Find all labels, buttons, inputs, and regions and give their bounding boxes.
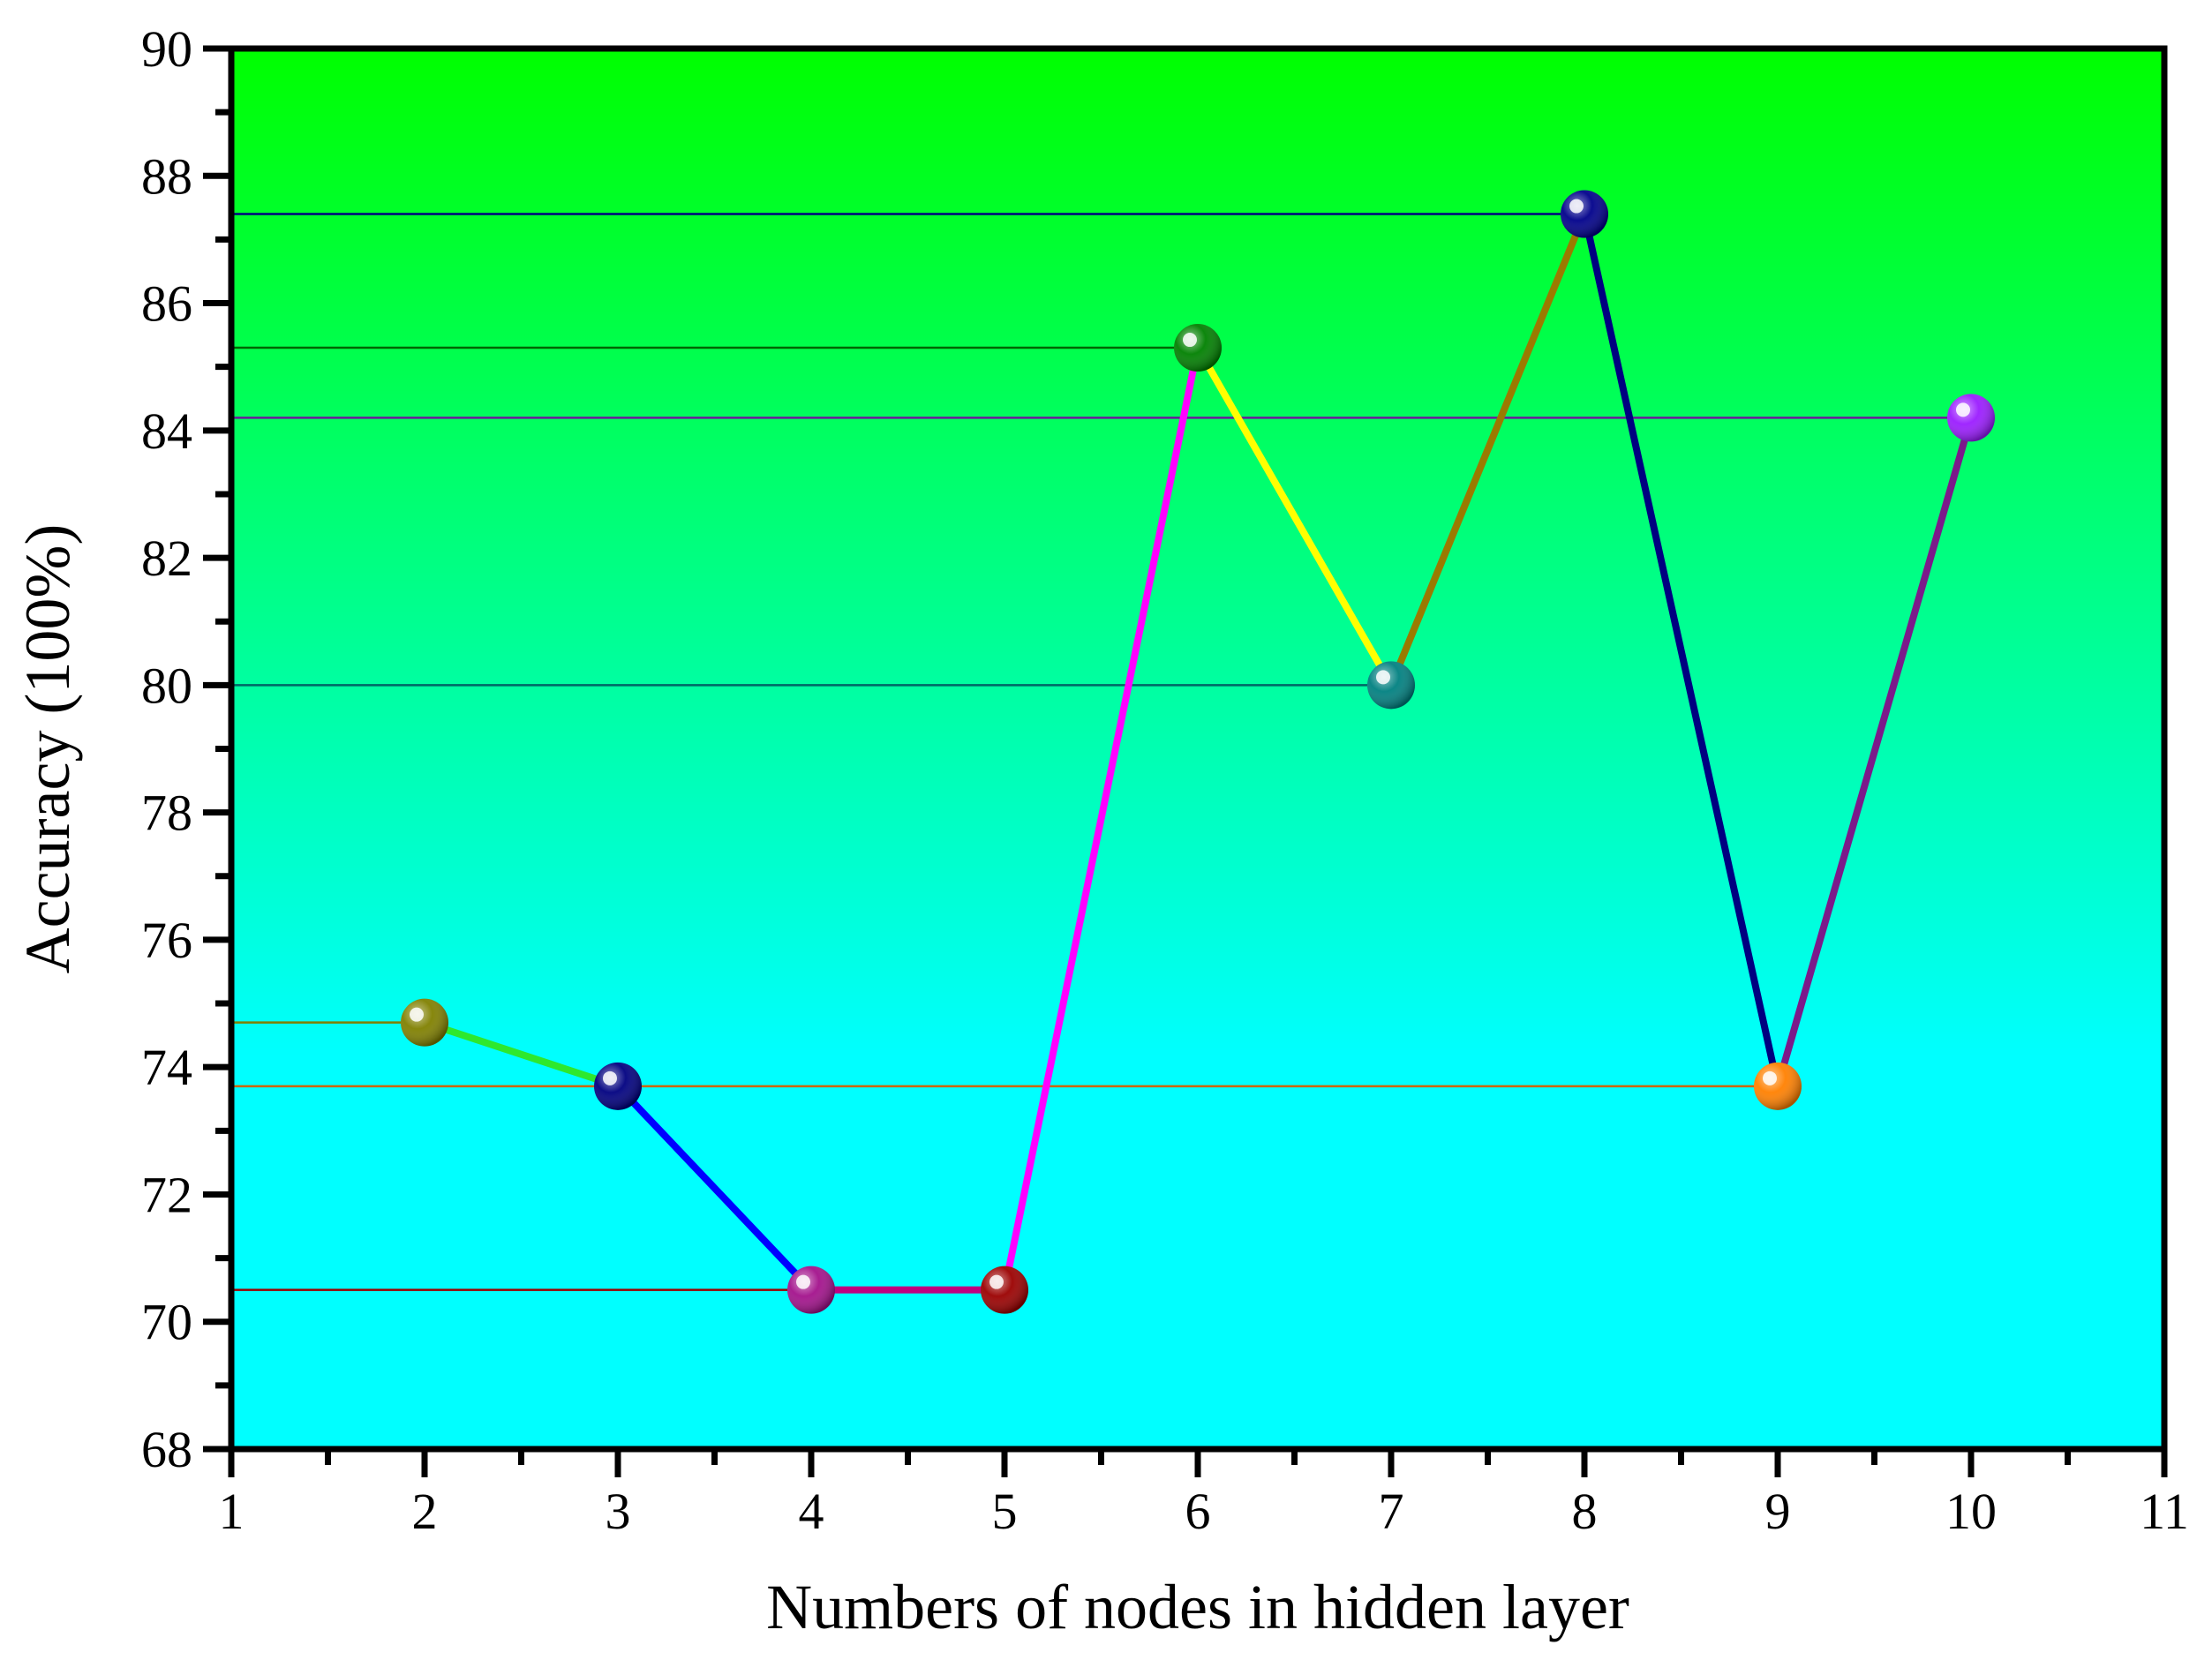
data-point-6: [1174, 324, 1222, 372]
x-tick-label: 11: [2140, 1483, 2189, 1540]
data-point-7: [1367, 661, 1415, 710]
x-axis-title: Numbers of nodes in hidden layer: [766, 1572, 1629, 1642]
y-tick-label: 74: [141, 1039, 192, 1096]
line-segment-3: [1001, 344, 1201, 1294]
x-tick-label: 2: [412, 1483, 438, 1540]
x-tick-label: 9: [1765, 1483, 1791, 1540]
x-tick-label: 4: [799, 1483, 824, 1540]
reference-lines: [231, 213, 1971, 1291]
y-tick-label: 86: [141, 275, 192, 333]
data-point-9: [1754, 1062, 1802, 1110]
x-tick-label: 1: [219, 1483, 245, 1540]
y-tick-label: 72: [141, 1166, 192, 1223]
y-tick-label: 90: [141, 20, 192, 78]
data-point-2: [401, 998, 448, 1047]
data-point-4: [787, 1266, 835, 1314]
x-tick-label: 8: [1572, 1483, 1598, 1540]
line-segment-1: [614, 1082, 815, 1294]
data-point-8: [1561, 190, 1608, 238]
line-segment-6: [1581, 210, 1781, 1090]
data-points: [401, 190, 1995, 1314]
y-tick-label: 80: [141, 657, 192, 714]
line-segment-4: [1194, 344, 1395, 689]
x-tick-label: 6: [1185, 1483, 1211, 1540]
data-point-5: [981, 1266, 1028, 1314]
line-segment-0: [421, 1018, 621, 1090]
x-tick-label: 3: [606, 1483, 631, 1540]
series-line: [421, 210, 1975, 1294]
line-segment-5: [1388, 210, 1588, 689]
y-tick-label: 78: [141, 785, 192, 842]
x-tick-label: 5: [992, 1483, 1018, 1540]
plot-background: [231, 49, 2164, 1449]
y-axis-title: Accuracy (100%): [12, 524, 83, 974]
y-tick-label: 76: [141, 912, 192, 969]
y-tick-label: 70: [141, 1294, 192, 1351]
data-point-10: [1947, 394, 1995, 442]
y-tick-label: 88: [141, 147, 192, 205]
y-tick-label: 68: [141, 1421, 192, 1478]
data-point-3: [594, 1062, 642, 1110]
y-tick-label: 84: [141, 402, 192, 460]
x-axis: 1 2 3 4 5 6 7 8 9 10 11: [219, 1449, 2189, 1540]
y-tick-label: 82: [141, 530, 192, 587]
x-tick-label: 10: [1945, 1483, 1997, 1540]
line-segment-7: [1774, 414, 1975, 1090]
x-tick-label: 7: [1379, 1483, 1404, 1540]
y-axis: 68 70 72 74 76 78 80 82 84 86 88 90: [141, 20, 231, 1478]
